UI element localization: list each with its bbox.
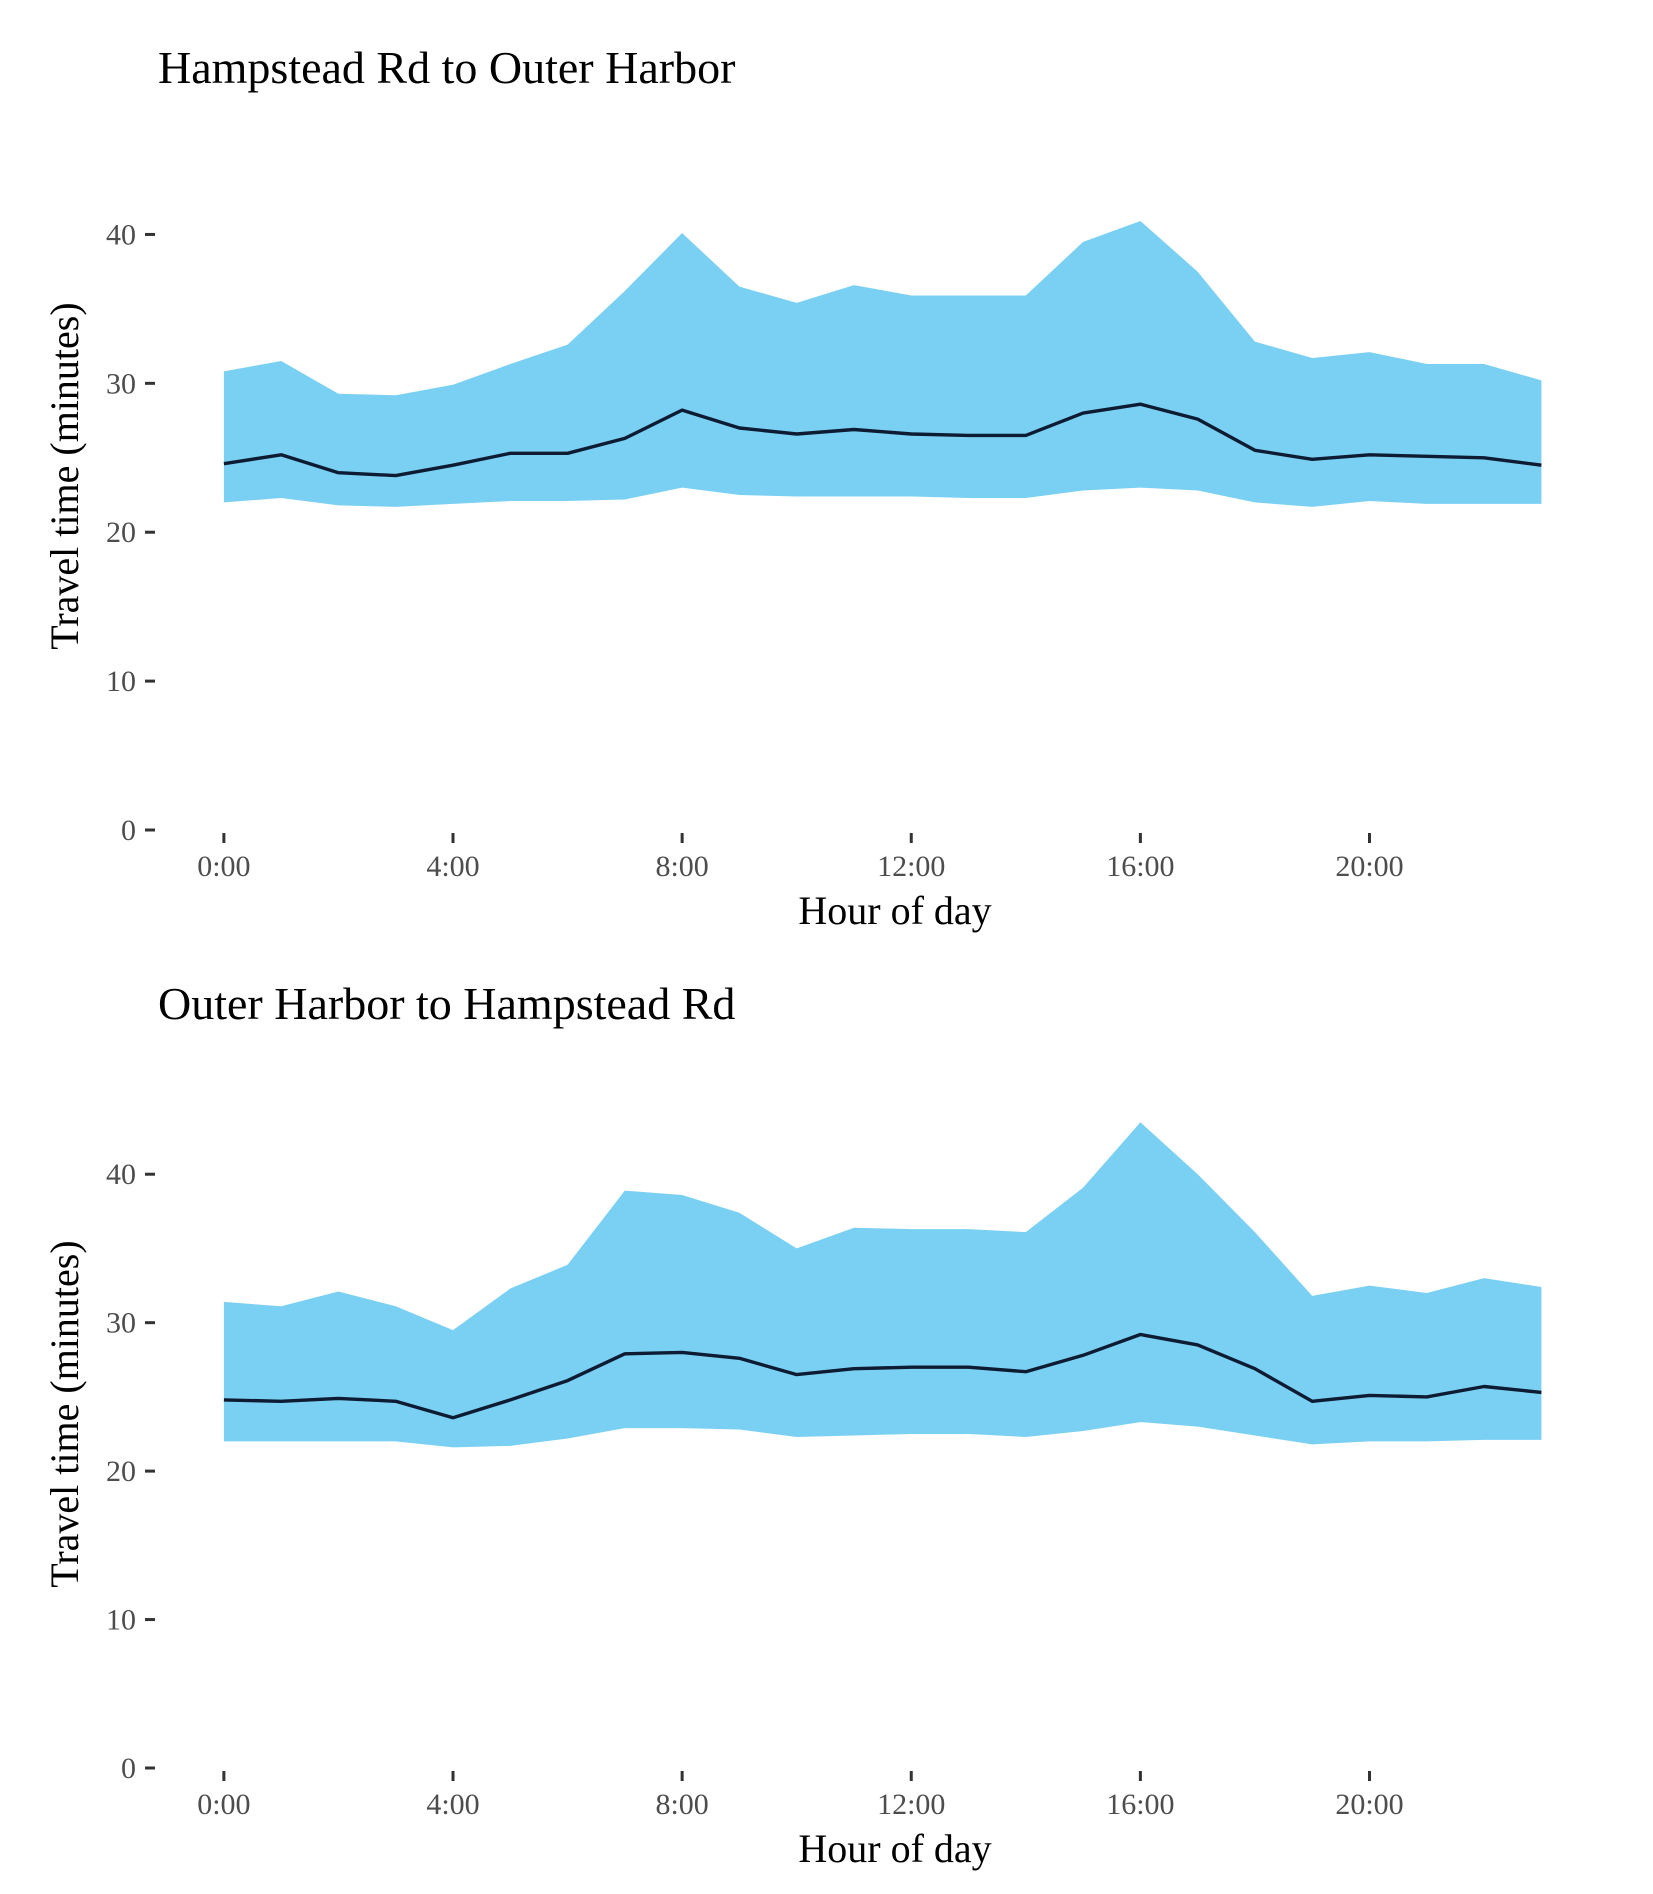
x-axis-title: Hour of day — [798, 888, 991, 933]
x-tick-label: 4:00 — [426, 850, 479, 883]
panel-outer-harbor-to-hampstead: Outer Harbor to Hampstead Rd Hour of day… — [42, 978, 1542, 1871]
y-tick-label: 20 — [106, 1455, 136, 1488]
x-tick-label: 12:00 — [877, 850, 945, 883]
y-tick-label: 20 — [106, 516, 136, 549]
y-axis-title: Travel time (minutes) — [42, 1240, 87, 1587]
chart-title: Outer Harbor to Hampstead Rd — [158, 978, 735, 1029]
x-tick-label: 4:00 — [426, 1788, 479, 1821]
y-tick-label: 10 — [106, 1604, 136, 1637]
panel-hampstead-to-outer-harbor: Hampstead Rd to Outer Harbor Hour of day… — [42, 42, 1542, 933]
x-tick-label: 8:00 — [655, 850, 708, 883]
x-tick-label: 20:00 — [1335, 1788, 1403, 1821]
median-line — [223, 402, 1542, 478]
x-tick-label: 16:00 — [1106, 1788, 1174, 1821]
plot-area: 0 10 20 30 40 0:00 4:00 8:00 12:00 16:00 20:00 — [106, 1122, 1542, 1821]
y-tick-label: 30 — [106, 1307, 136, 1340]
x-tick-label: 0:00 — [197, 850, 250, 883]
y-tick-label: 40 — [106, 1158, 136, 1191]
x-axis-title: Hour of day — [798, 1826, 991, 1871]
y-tick-label: 0 — [121, 814, 136, 847]
plot-area: 0 10 20 30 40 0:00 4:00 8:00 12:00 16:00 20:00 — [106, 218, 1542, 883]
x-tick-label: 0:00 — [197, 1788, 250, 1821]
y-tick-label: 40 — [106, 218, 136, 251]
y-axis-title: Travel time (minutes) — [42, 302, 87, 649]
x-tick-label: 20:00 — [1335, 850, 1403, 883]
x-tick-label: 12:00 — [877, 1788, 945, 1821]
median-line — [223, 1332, 1542, 1420]
chart-title: Hampstead Rd to Outer Harbor — [158, 42, 735, 93]
y-tick-label: 10 — [106, 665, 136, 698]
confidence-band — [223, 221, 1542, 507]
y-tick-label: 30 — [106, 367, 136, 400]
x-tick-label: 8:00 — [655, 1788, 708, 1821]
x-tick-label: 16:00 — [1106, 850, 1174, 883]
y-tick-label: 0 — [121, 1752, 136, 1785]
confidence-band — [223, 1122, 1542, 1448]
